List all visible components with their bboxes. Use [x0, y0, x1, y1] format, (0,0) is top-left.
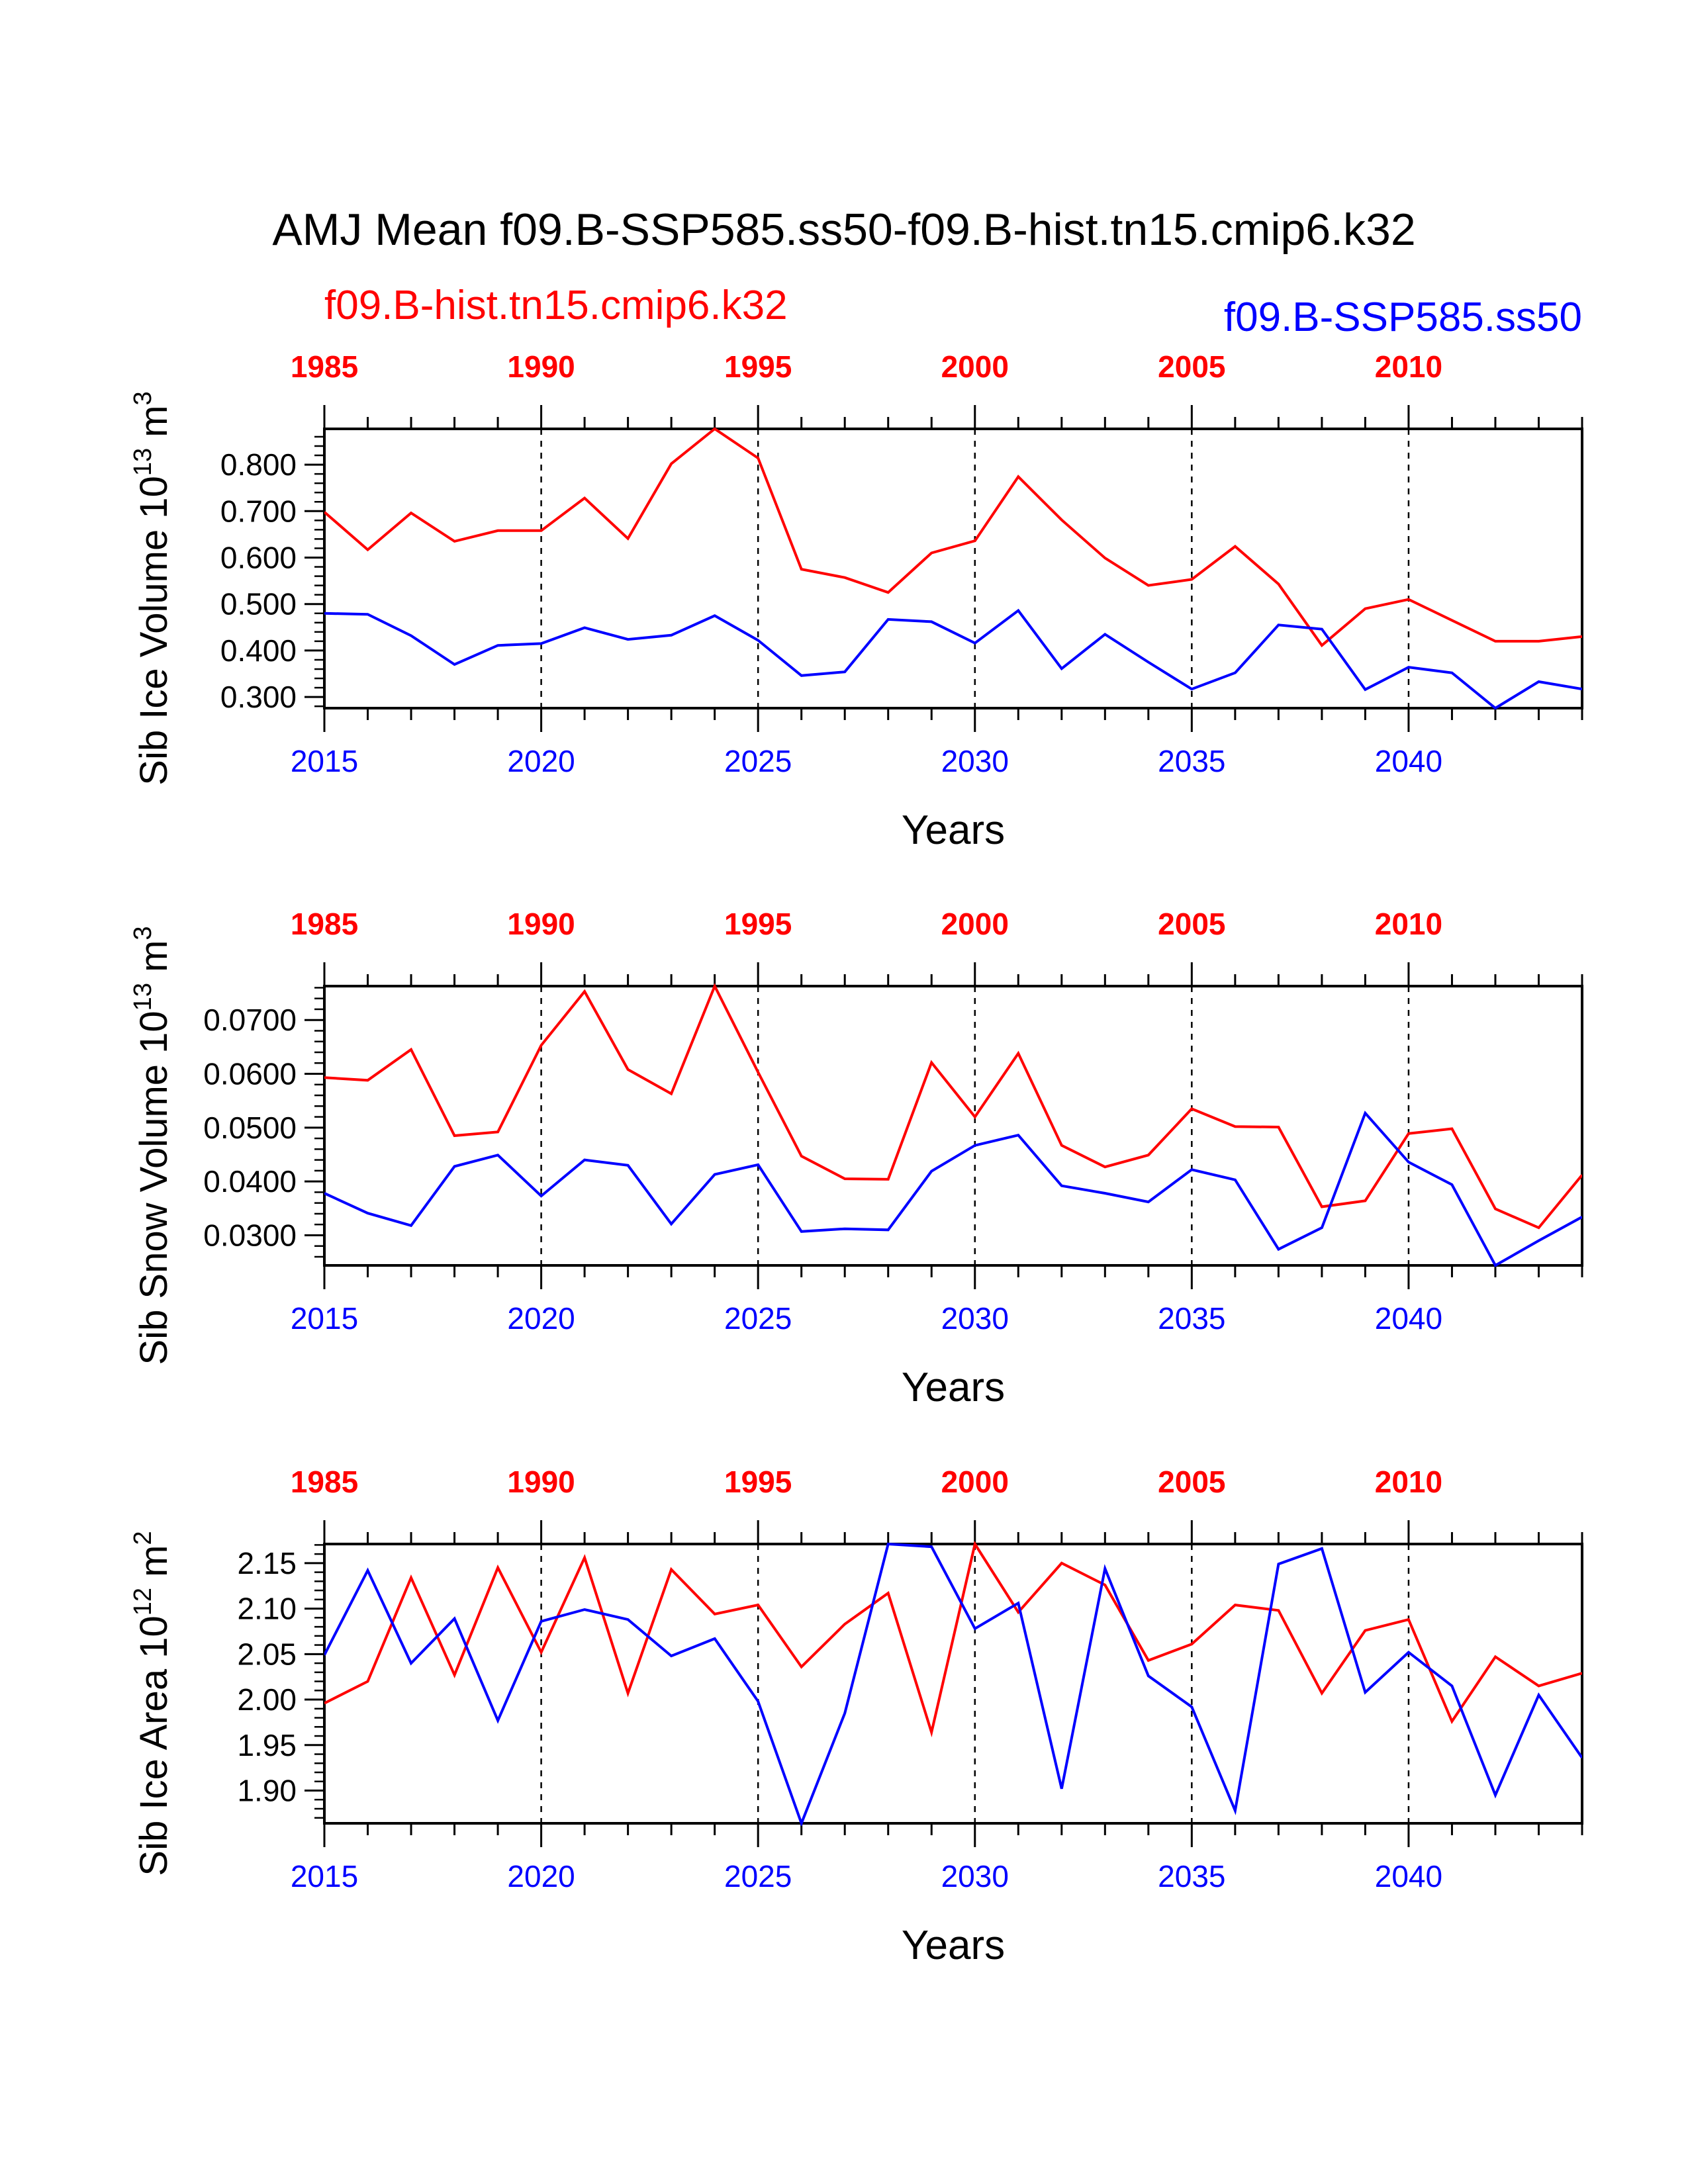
x-tick-label-top: 1985 [291, 1465, 358, 1499]
x-tick-label-bottom: 2025 [724, 1859, 792, 1893]
x-tick-label-top: 2005 [1158, 1465, 1225, 1499]
y-tick-label: 0.400 [220, 633, 297, 668]
y-tick-label: 2.00 [237, 1682, 297, 1717]
plot-frame [323, 1543, 1583, 1825]
x-tick-label-bottom: 2030 [941, 1301, 1009, 1336]
x-tick-label-top: 1995 [724, 1465, 792, 1499]
x-tick-label-top: 1990 [507, 907, 575, 941]
y-axis-label-text: Sib Snow Volume 10 [132, 1011, 175, 1365]
y-tick-label: 0.0400 [203, 1164, 297, 1199]
x-tick-label-top: 1990 [507, 349, 575, 384]
series-line-hist [324, 427, 1582, 648]
y-tick-label: 1.90 [237, 1774, 297, 1808]
x-tick-label-top: 1995 [724, 349, 792, 384]
y-axis-label-unit-exponent: 2 [129, 1531, 157, 1545]
x-tick-label-bottom: 2020 [507, 1859, 575, 1893]
x-tick-label-top: 1990 [507, 1465, 575, 1499]
x-tick-label-top: 2010 [1375, 907, 1442, 941]
x-tick-label-top: 2005 [1158, 349, 1225, 384]
y-tick-label: 2.10 [237, 1592, 297, 1626]
x-tick-label-top: 2010 [1375, 1465, 1442, 1499]
x-tick-label-bottom: 2015 [291, 1301, 358, 1336]
y-tick-label: 0.500 [220, 587, 297, 621]
x-tick-label-bottom: 2030 [941, 744, 1009, 778]
panel-2: 2015 1985 2020 1990 2025 1995 2030 2000 2035 2005… [129, 907, 1583, 1410]
y-axis-label-exponent: 12 [129, 1588, 157, 1615]
y-axis-label-text: Sib Ice Area 10 [132, 1615, 175, 1876]
y-axis-label-unit: m [132, 405, 175, 447]
x-tick-label-top: 1985 [291, 349, 358, 384]
y-tick-label: 0.0300 [203, 1218, 297, 1252]
y-tick-label: 2.05 [237, 1637, 297, 1671]
x-tick-label-bottom: 2035 [1158, 744, 1225, 778]
y-axis-label: Sib Ice Volume 1013 m3 [129, 391, 175, 785]
x-tick-label-top: 1985 [291, 907, 358, 941]
y-axis-label-text: Sib Ice Volume 10 [132, 476, 175, 786]
y-tick-label: 0.600 [220, 540, 297, 574]
y-tick-label: 0.300 [220, 680, 297, 714]
series-line-ssp [324, 608, 1582, 710]
y-axis-label-unit: m [132, 940, 175, 983]
x-tick-label-top: 2010 [1375, 349, 1442, 384]
x-tick-label-bottom: 2035 [1158, 1301, 1225, 1336]
x-tick-label-bottom: 2025 [724, 1301, 792, 1336]
y-tick-label: 0.800 [220, 447, 297, 482]
x-axis-label: Years [902, 1923, 1005, 1968]
y-tick-label: 0.0500 [203, 1111, 297, 1145]
legend-hist-label: f09.B-hist.tn15.cmip6.k32 [324, 283, 788, 328]
y-axis-label: Sib Ice Area 1012 m2 [129, 1531, 175, 1876]
x-tick-label-top: 2005 [1158, 907, 1225, 941]
y-tick-label: 2.15 [237, 1546, 297, 1580]
y-tick-label: 0.0700 [203, 1003, 297, 1037]
y-tick-label: 0.700 [220, 494, 297, 528]
x-tick-label-top: 2000 [941, 907, 1009, 941]
figure-title: AMJ Mean f09.B-SSP585.ss50-f09.B-hist.tn… [272, 205, 1415, 255]
x-tick-label-top: 2000 [941, 349, 1009, 384]
plot-frame [323, 428, 1583, 709]
series-line-ssp [324, 1542, 1582, 1826]
plot-frame [323, 985, 1583, 1267]
panel-1: 2015 1985 2020 1990 2025 1995 2030 2000 2035 2005… [129, 349, 1583, 853]
x-tick-label-bottom: 2015 [291, 1859, 358, 1893]
x-tick-label-bottom: 2025 [724, 744, 792, 778]
x-tick-label-bottom: 2020 [507, 744, 575, 778]
legend-ssp-label: f09.B-SSP585.ss50 [1224, 295, 1582, 340]
x-axis-label: Years [902, 807, 1005, 853]
x-tick-label-bottom: 2040 [1375, 1859, 1442, 1893]
x-tick-label-top: 1995 [724, 907, 792, 941]
y-axis-label-unit: m [132, 1545, 175, 1588]
panels-group: 2015 1985 2020 1990 2025 1995 2030 2000 2035 2005… [129, 349, 1583, 1968]
y-axis-label: Sib Snow Volume 1013 m3 [129, 926, 175, 1365]
x-axis-label: Years [902, 1365, 1005, 1410]
y-tick-label: 1.95 [237, 1728, 297, 1762]
y-axis-label-unit-exponent: 3 [129, 926, 157, 940]
x-tick-label-bottom: 2040 [1375, 1301, 1442, 1336]
x-tick-label-top: 2000 [941, 1465, 1009, 1499]
y-tick-label: 0.0600 [203, 1057, 297, 1091]
x-tick-label-bottom: 2030 [941, 1859, 1009, 1893]
y-axis-label-exponent: 13 [129, 983, 157, 1011]
panel-3: 2015 1985 2020 1990 2025 1995 2030 2000 2035 2005… [129, 1465, 1583, 1968]
y-axis-label-exponent: 13 [129, 448, 157, 476]
x-tick-label-bottom: 2040 [1375, 744, 1442, 778]
series-line-ssp [324, 1111, 1582, 1267]
x-tick-label-bottom: 2015 [291, 744, 358, 778]
x-tick-label-bottom: 2020 [507, 1301, 575, 1336]
x-tick-label-bottom: 2035 [1158, 1859, 1225, 1893]
series-line-hist [324, 983, 1582, 1230]
y-axis-label-unit-exponent: 3 [129, 391, 157, 405]
